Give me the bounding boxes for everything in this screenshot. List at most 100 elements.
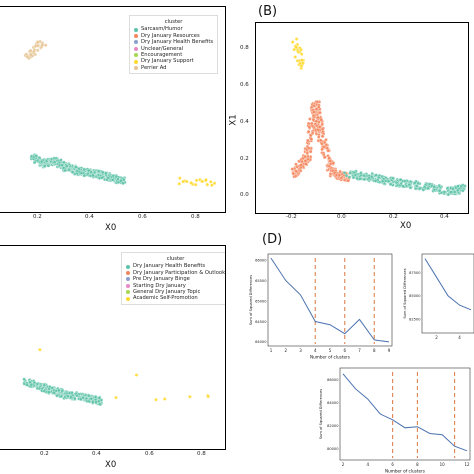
legend-item-perrier-ad: Perrier Ad <box>134 65 213 71</box>
data-point <box>82 167 87 172</box>
panel-a-legend: cluster Sarcasm/Humor Dry January Resourc… <box>129 15 219 75</box>
data-point <box>75 393 79 398</box>
data-point <box>111 173 116 178</box>
x-tick-label: 9 <box>388 348 391 353</box>
data-point <box>60 163 64 167</box>
panel-a-xlabel: X0 <box>105 223 117 233</box>
data-point <box>55 393 59 398</box>
data-point <box>194 182 198 187</box>
panel-c-plot: cluster Dry January Health Benefits Dry J… <box>0 245 226 450</box>
legend-label: Perrier Ad <box>141 64 167 71</box>
data-point <box>321 145 326 149</box>
data-point <box>210 183 214 187</box>
legend-item-dry-january-participation-outlook: Dry January Participation & Outlook <box>126 270 225 276</box>
legend-item-dry-january-health-benefits: Dry January Health Benefits <box>126 263 225 269</box>
data-point <box>316 128 320 132</box>
panel-b-letter: (B) <box>258 4 278 19</box>
data-point <box>295 59 300 63</box>
x-tick-label: 4 <box>458 335 461 340</box>
data-point <box>114 395 118 400</box>
panel-b-xtick: 0.4 <box>440 214 449 220</box>
data-point <box>307 146 311 150</box>
panel-b-ytick: 0.8 <box>240 45 249 51</box>
data-point <box>62 160 66 165</box>
data-point <box>291 172 296 176</box>
legend-title: cluster <box>166 256 185 262</box>
data-point <box>212 181 217 185</box>
data-point <box>65 164 69 169</box>
legend-label: Sarcasm/Humor <box>141 26 183 33</box>
data-point <box>39 159 44 164</box>
panel-a-points <box>23 39 217 187</box>
data-point <box>97 402 102 406</box>
data-point <box>300 159 304 164</box>
data-point <box>35 44 40 48</box>
x-tick-label: 1 <box>270 348 273 353</box>
x-tick-label: 8 <box>373 348 376 353</box>
data-point <box>386 179 391 183</box>
data-point <box>304 162 308 166</box>
data-point <box>407 182 412 187</box>
data-point <box>391 176 395 180</box>
legend-marker <box>134 27 138 32</box>
data-point <box>351 175 356 180</box>
data-point <box>46 164 51 168</box>
panel-b-points <box>290 37 467 197</box>
legend-item-unclear-general: Unclear/General <box>134 46 213 52</box>
data-point <box>322 155 327 160</box>
legend-item-pre-dry-january-binge: Pre Dry January Binge <box>126 276 225 282</box>
data-point <box>209 180 213 184</box>
legend-label: Dry January Support <box>141 58 194 65</box>
data-point <box>317 135 321 139</box>
legend-label: Pre Dry January Binge <box>133 276 190 283</box>
data-point <box>427 182 432 186</box>
data-point <box>339 176 344 180</box>
x-tick-label: 4 <box>314 348 317 353</box>
y-tick-label: 86000 <box>327 378 339 382</box>
data-point <box>412 181 417 185</box>
data-point <box>348 171 352 175</box>
data-point <box>292 47 296 52</box>
data-point <box>319 118 323 122</box>
panel-c-xtick: 0.8 <box>197 451 206 457</box>
legend-label: Dry January Resources <box>141 32 200 39</box>
data-point <box>48 385 52 389</box>
data-point <box>40 43 44 47</box>
data-point <box>206 394 210 399</box>
legend-label: Encouragement <box>141 52 183 59</box>
legend-marker <box>126 277 130 282</box>
data-point <box>100 176 104 180</box>
data-point <box>294 169 299 174</box>
data-point <box>347 175 352 179</box>
data-point <box>104 171 108 175</box>
data-point <box>452 190 457 194</box>
x-tick-label: 10 <box>440 462 446 467</box>
data-point <box>338 169 342 174</box>
panel-a-xtick: 0.2 <box>33 214 42 220</box>
data-point <box>318 138 323 143</box>
data-point <box>314 123 319 128</box>
x-tick-label: 6 <box>343 348 346 353</box>
panel-c-xtick: 0.6 <box>145 451 154 457</box>
panel-d3-elbow-chart: 2 4 6 8 10 12 80000 82000 84000 86000 Number of cl… <box>319 367 471 474</box>
data-point <box>328 172 333 176</box>
data-point <box>324 138 328 142</box>
data-point <box>442 190 447 194</box>
panel-c-xtick: 0.2 <box>40 451 49 457</box>
x-tick-label: 6 <box>391 462 394 467</box>
data-point <box>295 48 300 53</box>
data-point <box>177 182 182 186</box>
data-point <box>59 394 64 399</box>
legend-marker <box>126 264 130 269</box>
legend-item-academic-self-promotion: Academic Self-Promotion <box>126 295 225 301</box>
data-point <box>437 188 442 193</box>
data-point <box>451 186 455 191</box>
data-point <box>344 173 349 178</box>
data-point <box>47 390 51 394</box>
data-point <box>317 105 321 110</box>
data-point <box>121 181 125 186</box>
data-point <box>189 181 193 185</box>
data-point <box>295 165 299 169</box>
data-point <box>293 55 297 59</box>
x-tick-label: 3 <box>299 348 302 353</box>
